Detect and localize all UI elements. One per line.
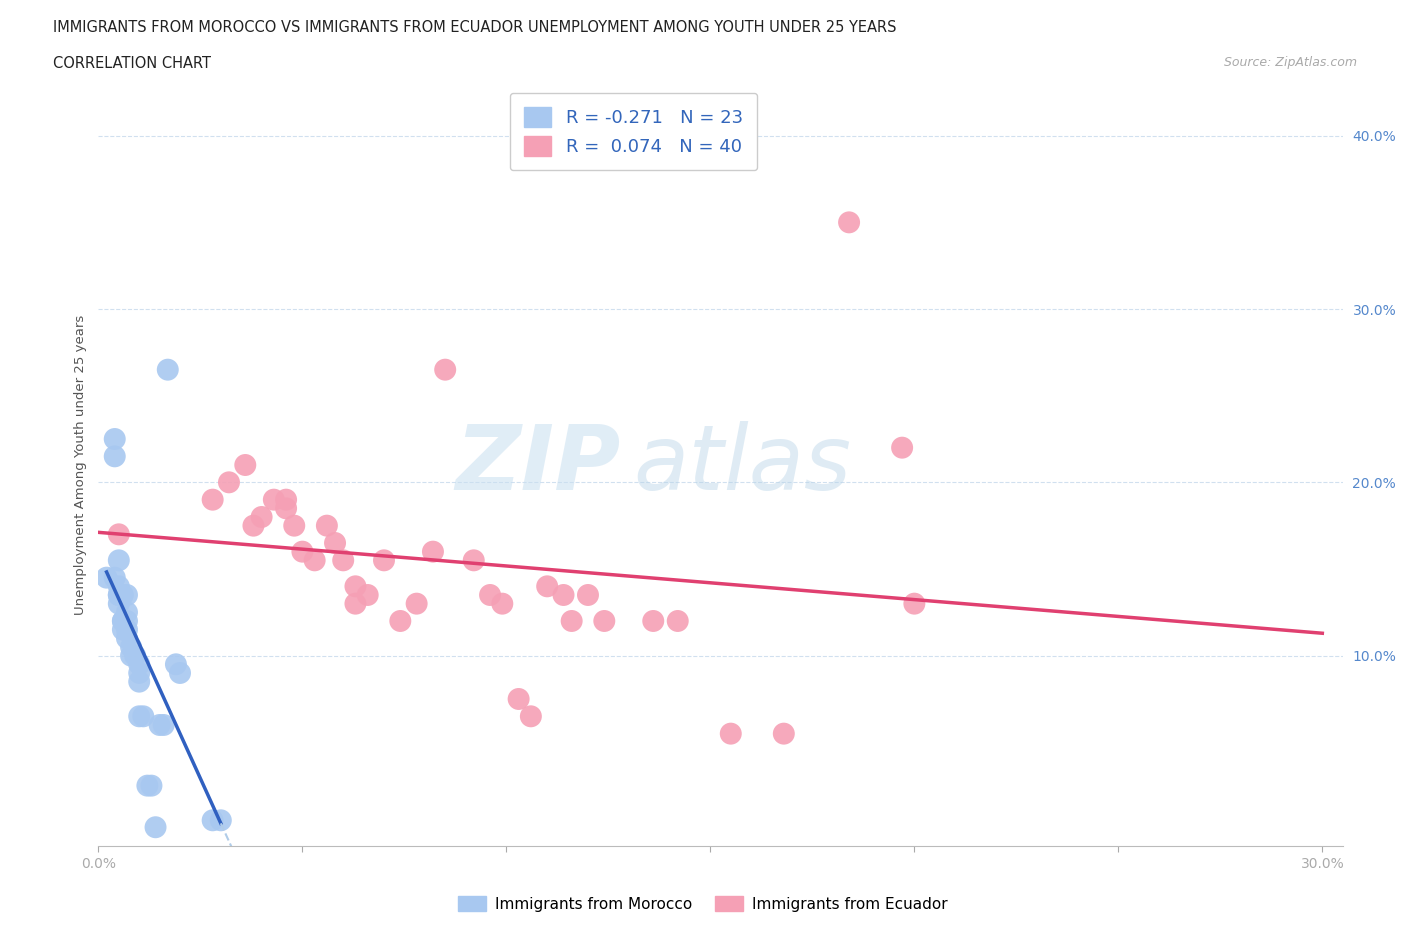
Point — [201, 813, 224, 828]
Point — [141, 778, 163, 793]
Text: ZIP: ZIP — [456, 421, 621, 509]
Point — [373, 552, 395, 567]
Point — [108, 596, 131, 611]
Point — [838, 215, 860, 230]
Legend: R = -0.271   N = 23, R =  0.074   N = 40: R = -0.271 N = 23, R = 0.074 N = 40 — [510, 93, 758, 170]
Point — [115, 631, 138, 645]
Point — [576, 588, 599, 603]
Point — [291, 544, 314, 559]
Point — [218, 475, 240, 490]
Point — [124, 648, 146, 663]
Legend: Immigrants from Morocco, Immigrants from Ecuador: Immigrants from Morocco, Immigrants from… — [453, 889, 953, 918]
Point — [242, 518, 264, 533]
Point — [463, 552, 485, 567]
Point — [553, 588, 575, 603]
Point — [233, 458, 256, 472]
Point — [344, 596, 367, 611]
Point — [357, 588, 380, 603]
Point — [128, 666, 150, 681]
Point — [104, 570, 127, 585]
Point — [132, 709, 155, 724]
Point — [304, 552, 326, 567]
Point — [772, 726, 794, 741]
Point — [149, 718, 172, 733]
Y-axis label: Unemployment Among Youth under 25 years: Unemployment Among Youth under 25 years — [75, 315, 87, 615]
Text: CORRELATION CHART: CORRELATION CHART — [53, 56, 211, 71]
Point — [152, 718, 174, 733]
Point — [108, 578, 131, 593]
Point — [405, 596, 427, 611]
Point — [128, 657, 150, 671]
Point — [536, 578, 558, 593]
Point — [104, 449, 127, 464]
Point — [104, 432, 127, 446]
Text: Source: ZipAtlas.com: Source: ZipAtlas.com — [1223, 56, 1357, 69]
Point — [111, 614, 134, 629]
Point — [108, 588, 131, 603]
Point — [120, 648, 142, 663]
Point — [643, 614, 665, 629]
Point — [108, 527, 131, 542]
Point — [666, 614, 689, 629]
Point — [434, 363, 457, 378]
Point — [891, 440, 914, 455]
Point — [201, 492, 224, 507]
Point — [156, 363, 179, 378]
Text: IMMIGRANTS FROM MOROCCO VS IMMIGRANTS FROM ECUADOR UNEMPLOYMENT AMONG YOUTH UNDE: IMMIGRANTS FROM MOROCCO VS IMMIGRANTS FR… — [53, 20, 897, 35]
Point — [115, 614, 138, 629]
Point — [344, 578, 367, 593]
Point — [136, 778, 159, 793]
Point — [263, 492, 285, 507]
Point — [111, 622, 134, 637]
Point — [315, 518, 337, 533]
Point — [108, 552, 131, 567]
Point — [561, 614, 583, 629]
Text: atlas: atlas — [634, 421, 852, 509]
Point — [520, 709, 543, 724]
Point — [250, 510, 273, 525]
Point — [209, 813, 232, 828]
Point — [111, 588, 134, 603]
Point — [169, 666, 191, 681]
Point — [323, 536, 346, 551]
Point — [128, 709, 150, 724]
Point — [115, 604, 138, 619]
Point — [479, 588, 502, 603]
Point — [274, 501, 297, 516]
Point — [128, 674, 150, 689]
Point — [422, 544, 444, 559]
Point — [108, 588, 131, 603]
Point — [145, 820, 167, 835]
Point — [508, 692, 530, 707]
Point — [115, 622, 138, 637]
Point — [332, 552, 354, 567]
Point — [165, 657, 187, 671]
Point — [283, 518, 305, 533]
Point — [903, 596, 925, 611]
Point — [120, 640, 142, 655]
Point — [115, 588, 138, 603]
Point — [593, 614, 616, 629]
Point — [96, 570, 118, 585]
Point — [274, 492, 297, 507]
Point — [111, 614, 134, 629]
Point — [389, 614, 412, 629]
Point — [491, 596, 513, 611]
Point — [720, 726, 742, 741]
